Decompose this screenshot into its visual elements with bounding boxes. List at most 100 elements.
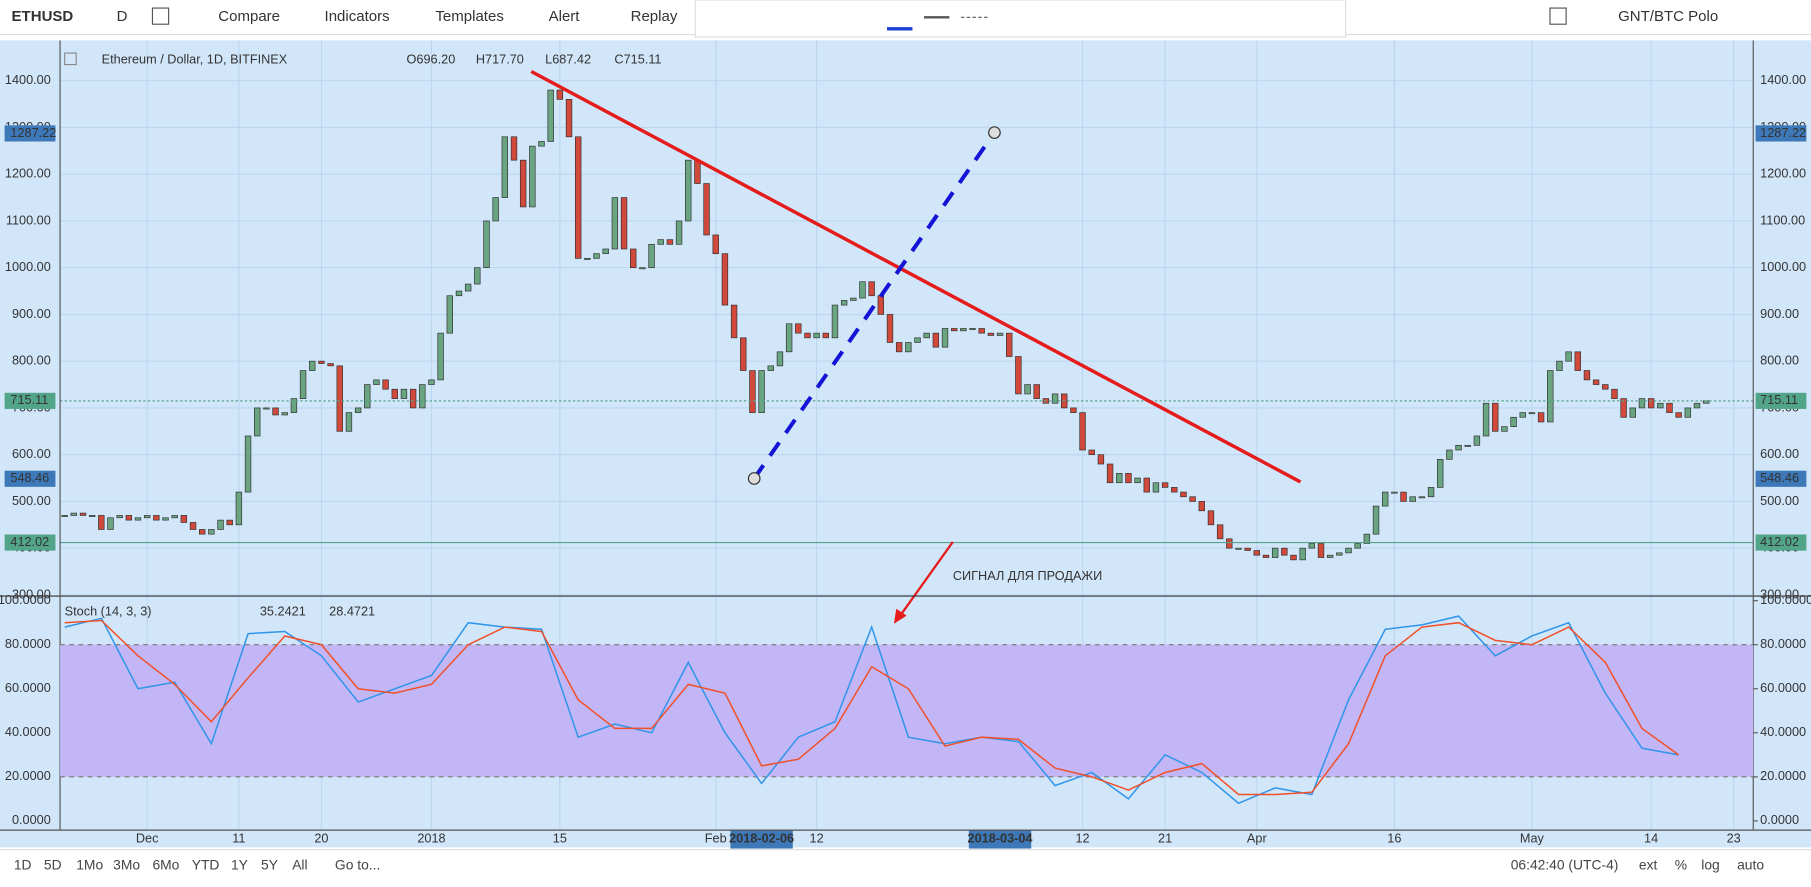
range-button[interactable]: 3Mo — [113, 857, 140, 873]
options: ext% log auto — [1639, 857, 1764, 873]
candle — [446, 295, 454, 334]
y-tick-label: 80.0000 — [1760, 637, 1806, 651]
y-tick-label: 1400.00 — [5, 73, 51, 87]
interval[interactable]: D — [117, 8, 128, 25]
candle — [272, 407, 279, 416]
candle — [529, 145, 536, 208]
indicators-button[interactable]: Indicators — [325, 8, 390, 25]
candle — [409, 388, 417, 409]
ohlc-label: H717.70 — [476, 52, 524, 66]
candle — [648, 243, 655, 269]
candle — [758, 370, 765, 413]
candle — [1290, 554, 1297, 561]
candle — [675, 220, 683, 245]
candle — [1528, 412, 1536, 415]
range-button[interactable]: 1Y — [231, 857, 248, 873]
candle — [474, 267, 481, 285]
price-marker: 715.11 — [1760, 393, 1798, 407]
range-button[interactable]: 5D — [44, 857, 62, 873]
crosshair-label: 2018-02-06 — [729, 832, 794, 846]
price-marker-bg — [4, 392, 56, 409]
candle — [1180, 491, 1187, 498]
price-marker-bg — [4, 125, 56, 142]
y-tick-label: 100.0000 — [1760, 593, 1811, 607]
x-tick-label: 2018 — [417, 832, 445, 846]
y-tick-label: 800.00 — [1760, 354, 1799, 368]
candle — [1693, 402, 1701, 409]
candle — [914, 337, 921, 343]
candle — [1611, 388, 1618, 399]
candle — [1675, 412, 1682, 418]
candle — [281, 412, 288, 416]
candle — [1161, 482, 1169, 488]
candle — [1271, 547, 1279, 558]
stoch-line — [64, 619, 1680, 796]
candle — [125, 515, 133, 521]
candle — [1537, 412, 1545, 423]
candle — [859, 281, 866, 299]
range-button[interactable]: All — [292, 857, 307, 873]
y-tick-label: 60.0000 — [1760, 681, 1806, 695]
crosshair-label: 2018-03-04 — [968, 832, 1033, 846]
checkbox[interactable] — [1549, 7, 1567, 25]
goto[interactable]: Go to... — [335, 857, 380, 873]
candle — [776, 351, 784, 367]
range-button[interactable]: YTD — [192, 857, 220, 873]
candle — [1024, 384, 1031, 395]
alert-button[interactable]: Alert — [549, 8, 581, 25]
range-button[interactable]: 1D — [14, 857, 32, 873]
collapse-btn[interactable] — [64, 52, 77, 66]
range-button[interactable]: 1Mo — [76, 857, 103, 873]
templates-button[interactable]: Templates — [435, 8, 503, 25]
chart-title: Ethereum / Dollar, 1D, BITFINEX — [102, 52, 288, 66]
candle — [1152, 482, 1160, 493]
candle — [263, 407, 270, 410]
x-tick-label: 11 — [232, 832, 245, 846]
candle — [840, 300, 848, 306]
candle — [88, 515, 96, 517]
chart-type-icon[interactable] — [151, 7, 170, 25]
candle — [1547, 370, 1554, 423]
candle — [98, 515, 105, 530]
candle — [1198, 501, 1205, 512]
candle — [1235, 547, 1242, 550]
compare-symbol[interactable]: GNT/BTC Polo — [1618, 8, 1718, 25]
candle — [519, 159, 527, 208]
handle — [747, 472, 761, 485]
candle — [318, 360, 325, 364]
candle — [1565, 351, 1572, 362]
axis-option[interactable]: % — [1675, 857, 1687, 873]
candle — [611, 197, 619, 250]
candle — [895, 342, 903, 353]
candle — [1519, 412, 1526, 418]
candle — [162, 517, 169, 521]
y-tick-label: 0.0000 — [1760, 813, 1799, 827]
range-button[interactable]: 6Mo — [152, 857, 179, 873]
x-tick-label: 14 — [1644, 832, 1658, 846]
symbol[interactable]: ETHUSD — [12, 8, 74, 25]
candle — [1666, 402, 1673, 413]
axis-option[interactable]: ext — [1639, 857, 1658, 873]
y-tick-label: 60.0000 — [5, 681, 51, 695]
candle — [1097, 454, 1105, 465]
compare-button[interactable]: Compare — [218, 8, 280, 25]
candle — [1171, 487, 1178, 493]
candle — [1253, 550, 1261, 556]
candle — [1051, 393, 1059, 404]
candle — [574, 136, 582, 259]
candle — [1574, 351, 1581, 371]
indicator-title: Stoch (14, 3, 3) — [65, 605, 152, 619]
axis-option[interactable]: log — [1701, 857, 1719, 873]
price-marker-bg — [4, 534, 56, 551]
range-button[interactable]: 5Y — [261, 857, 278, 873]
ranges: 1D 5D 1Mo 3Mo 6Mo YTD 1Y 5Y All — [14, 857, 308, 873]
y-tick-label: 900.00 — [12, 307, 51, 321]
replay-button[interactable]: Replay — [631, 8, 678, 25]
ohlc-label: C715.11 — [614, 52, 661, 66]
price-marker: 412.02 — [1760, 535, 1799, 549]
candle — [1015, 356, 1022, 395]
candle — [969, 328, 976, 330]
price-marker-bg — [4, 470, 56, 487]
candle — [1134, 477, 1141, 484]
axis-option[interactable]: auto — [1737, 857, 1764, 873]
